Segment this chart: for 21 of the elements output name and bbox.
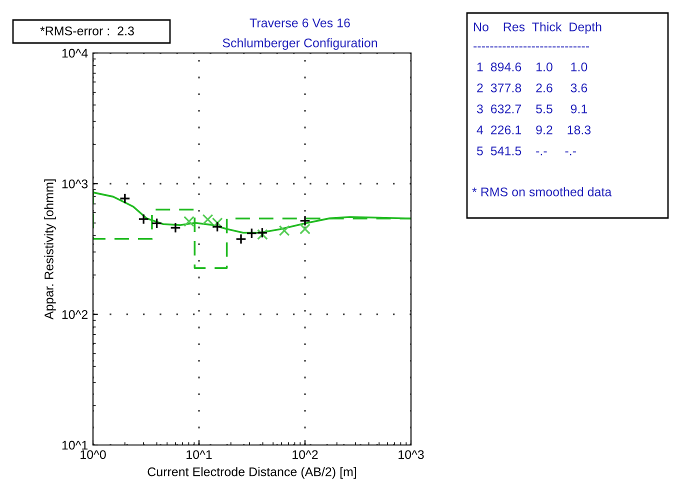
x-tick-label: 10^2 [292, 450, 318, 460]
y-tick-label: 10^3 [62, 179, 88, 188]
y-tick-label: 10^4 [62, 48, 88, 58]
text: ---------------------------- [474, 46, 589, 48]
y-axis-title: Appar. Resistivity [ohmm] [44, 179, 56, 320]
text: 3 632.7 5.5 9.1 [476, 104, 588, 114]
text: *RMS-error : 2.3 [40, 26, 134, 36]
chart-subtitle: Schlumberger Configuration [222, 38, 378, 50]
text: 5 541.5 -.- -.- [476, 146, 576, 156]
x-tick-label: 10^0 [80, 450, 106, 460]
text: 1 894.6 1.0 1.0 [477, 62, 588, 72]
chart-title: Traverse 6 Ves 16 [250, 18, 350, 28]
text: 2 377.8 2.6 3.6 [477, 84, 588, 92]
text: 4 226.1 9.2 18.3 [476, 126, 591, 134]
x-axis-title: Current Electrode Distance (AB/2) [m] [148, 467, 356, 479]
x-tick-label: 10^1 [186, 450, 212, 460]
text: * RMS on smoothed data [472, 187, 612, 196]
y-tick-label: 10^2 [62, 310, 88, 319]
text: No Res Thick Depth [474, 22, 602, 34]
y-tick-label: 10^1 [62, 440, 88, 450]
x-tick-label: 10^3 [398, 450, 424, 460]
